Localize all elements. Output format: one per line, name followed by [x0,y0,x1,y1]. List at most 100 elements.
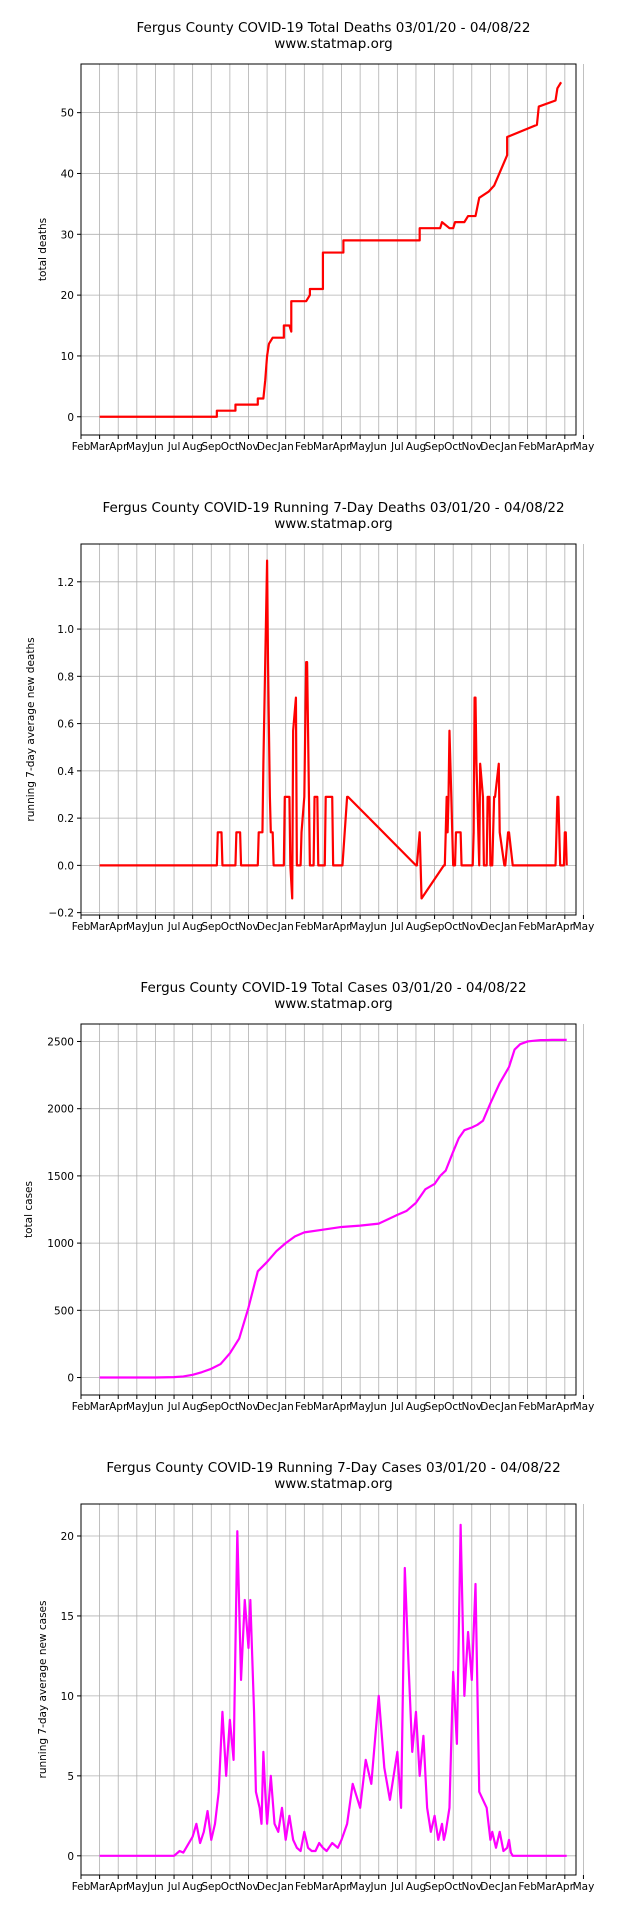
x-tick-label: Feb [518,1401,537,1413]
x-tick-label: Feb [72,441,91,453]
y-tick-label: 2000 [47,1104,74,1116]
x-tick-label: May [573,1881,595,1893]
x-tick-label: Oct [444,441,462,453]
x-tick-label: May [126,1881,148,1893]
x-tick-label: Dec [257,1881,278,1893]
x-tick-label: Apr [556,921,575,933]
x-tick-label: Feb [72,1881,91,1893]
x-tick-label: Jun [146,921,163,933]
x-tick-label: Aug [406,441,427,453]
y-axis-label: running 7-day average new deaths [25,637,37,821]
x-tick-label: Nov [238,1401,259,1413]
x-tick-label: Oct [444,921,462,933]
x-tick-label: Jul [390,441,404,453]
x-tick-label: Dec [257,1401,278,1413]
x-tick-label: Sep [201,441,221,453]
x-tick-label: Jun [370,441,387,453]
chart-title: Fergus County COVID-19 Total Cases 03/01… [140,980,526,996]
x-tick-label: Apr [556,441,575,453]
x-tick-label: Aug [182,1881,203,1893]
x-tick-label: Feb [518,441,537,453]
x-tick-label: Nov [238,1881,259,1893]
axes-frame [80,63,577,436]
x-tick-label: Mar [536,921,556,933]
x-tick-label: Dec [480,921,501,933]
y-tick-label: 1.2 [57,577,74,589]
y-tick-label: 15 [61,1611,74,1623]
x-tick-label: Apr [109,921,128,933]
x-tick-label: Apr [556,1881,575,1893]
chart-panel-3: Fergus County COVID-19 Total Cases 03/01… [23,980,594,1413]
x-tick-label: Feb [295,921,314,933]
x-tick-label: May [573,441,595,453]
x-tick-label: Oct [221,921,239,933]
x-tick-label: Mar [90,1881,110,1893]
x-tick-label: Jun [146,1881,163,1893]
x-tick-label: Jan [277,441,294,453]
x-tick-label: Jul [390,1401,404,1413]
chart-title: Fergus County COVID-19 Running 7-Day Dea… [102,500,564,516]
series-line-1 [99,559,568,900]
x-tick-label: Apr [109,441,128,453]
x-tick-label: Sep [425,1401,445,1413]
x-tick-label: Apr [109,1401,128,1413]
y-tick-label: 50 [61,108,74,120]
y-tick-label: 20 [61,290,74,302]
series-line-1 [99,1523,567,1857]
x-tick-label: Feb [295,441,314,453]
x-tick-label: Oct [444,1401,462,1413]
chart-title: Fergus County COVID-19 Total Deaths 03/0… [137,20,531,36]
y-tick-label: −0.2 [49,908,75,920]
x-tick-label: Dec [480,441,501,453]
axes-frame [80,543,577,916]
x-tick-label: Jan [500,441,517,453]
x-tick-label: Sep [201,921,221,933]
y-tick-label: 20 [61,1531,74,1543]
y-tick-label: 1000 [47,1238,74,1250]
x-tick-label: Dec [480,1881,501,1893]
chart-panel-4: Fergus County COVID-19 Running 7-Day Cas… [37,1460,594,1893]
x-tick-label: May [349,441,371,453]
x-tick-label: Mar [536,1401,556,1413]
y-tick-label: 0.8 [57,671,74,683]
x-tick-label: Jun [370,1401,387,1413]
x-tick-label: May [126,921,148,933]
x-tick-label: Sep [425,441,445,453]
x-tick-label: Jan [277,1881,294,1893]
x-tick-label: Mar [313,921,333,933]
x-tick-label: May [349,1881,371,1893]
x-tick-label: Jun [146,441,163,453]
y-tick-label: 30 [61,229,74,241]
y-tick-label: 5 [67,1771,74,1783]
x-tick-label: Sep [201,1401,221,1413]
x-tick-label: Aug [182,441,203,453]
y-tick-label: 0.4 [57,766,74,778]
x-tick-label: Feb [295,1401,314,1413]
y-tick-label: 10 [61,351,74,363]
x-tick-label: Apr [332,1881,351,1893]
x-tick-label: Apr [556,1401,575,1413]
x-tick-label: Jul [390,921,404,933]
chart-subtitle: www.statmap.org [274,36,393,52]
x-tick-label: Jun [370,921,387,933]
x-tick-label: Jan [500,1401,517,1413]
x-tick-label: Nov [462,441,483,453]
x-tick-label: Aug [406,1401,427,1413]
y-tick-label: 0.6 [57,719,74,731]
x-tick-label: Jul [167,441,181,453]
y-tick-label: 500 [54,1305,74,1317]
x-tick-label: Oct [221,441,239,453]
y-tick-label: 1.0 [57,624,74,636]
x-tick-label: Apr [332,921,351,933]
x-tick-label: May [126,441,148,453]
x-tick-label: Jul [167,921,181,933]
x-tick-label: Aug [182,921,203,933]
x-tick-label: Mar [313,1401,333,1413]
y-axis-label: total deaths [37,218,49,281]
series-line-1 [99,1038,567,1379]
x-tick-label: Feb [72,921,91,933]
x-tick-label: May [573,1401,595,1413]
x-tick-label: Feb [72,1401,91,1413]
x-tick-label: Jun [370,1881,387,1893]
